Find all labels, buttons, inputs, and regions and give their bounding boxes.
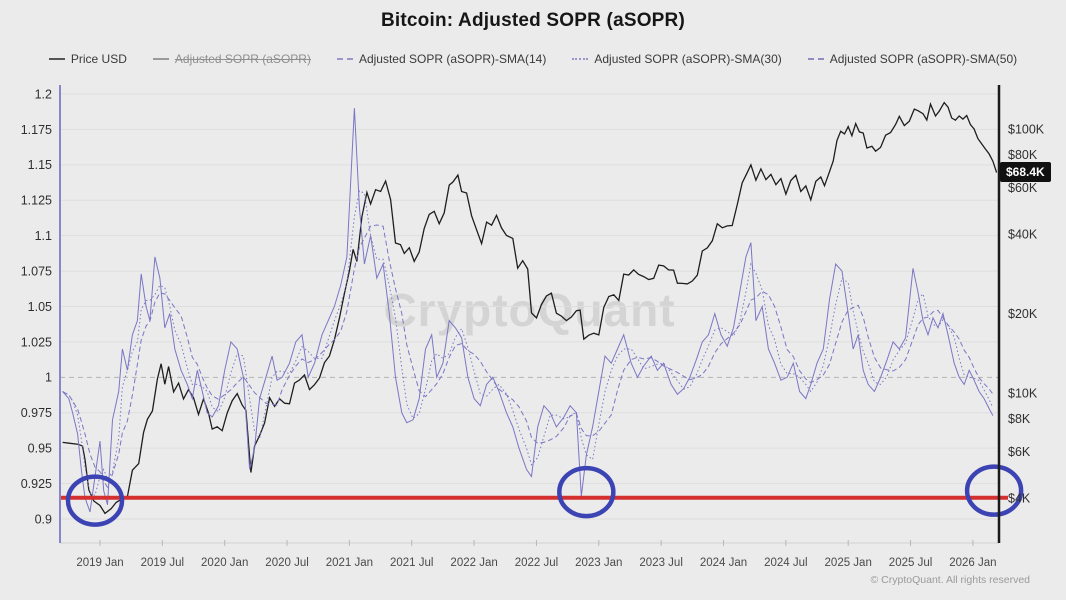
x-axis-label: 2024 Jul [764,557,807,569]
y-axis-left-label: 1.2 [35,87,52,101]
highlight-circle [557,465,616,519]
legend-item-label: Adjusted SOPR (aSOPR) [174,52,311,66]
x-axis-label: 2025 Jul [889,557,932,569]
y-axis-right-label: $4K [1008,491,1031,505]
legend-item-label: Price USD [70,52,127,66]
y-axis-left-label: 1.025 [21,335,52,349]
sma14-line [62,108,994,513]
legend-swatch-icon [572,58,589,60]
y-axis-left-label: 1.05 [28,300,52,314]
y-axis-left-label: 1.125 [21,194,52,208]
x-axis-label: 2019 Jul [141,557,184,569]
x-axis-label: 2026 Jan [949,557,996,569]
legend: Price USD Adjusted SOPR (aSOPR) Adjusted S… [0,52,1066,66]
legend-swatch-icon [48,58,65,60]
price-line [62,101,998,515]
x-axis-label: 2021 Jul [390,557,433,569]
x-axis-label: 2021 Jan [326,557,373,569]
y-axis-right-label: $10K [1008,386,1038,400]
x-axis-label: 2025 Jan [825,557,872,569]
legend-item-label: Adjusted SOPR (aSOPR)-SMA(50) [829,52,1018,66]
y-axis-left-label: 0.95 [28,442,52,456]
legend-swatch-icon [336,58,353,60]
y-axis-right-label: $40K [1008,227,1038,241]
highlight-circle [65,474,125,527]
y-axis-left-label: 1 [45,371,52,385]
y-axis-right-label: $20K [1008,307,1038,321]
x-axis-label: 2022 Jul [515,557,558,569]
legend-item-3[interactable]: Adjusted SOPR (aSOPR)-SMA(30) [572,52,782,66]
x-axis-label: 2019 Jan [76,557,123,569]
latest-price-badge: $68.4K [1000,161,1051,182]
y-axis-left-label: 1.175 [21,123,52,137]
legend-item-0[interactable]: Price USD [48,52,127,66]
x-axis-label: 2023 Jul [639,557,682,569]
y-axis-right-label: $6K [1008,445,1031,459]
x-axis-label: 2020 Jul [265,557,308,569]
highlight-circle [964,464,1024,517]
y-axis-left-label: 1.1 [35,229,52,243]
sma30-line [62,190,994,497]
legend-swatch-icon [807,58,824,60]
y-axis-right-label: $8K [1008,412,1031,426]
legend-item-label: Adjusted SOPR (aSOPR)-SMA(30) [594,52,782,66]
y-axis-left-label: 1.15 [28,158,52,172]
y-axis-left-label: 1.075 [21,264,52,278]
y-axis-left-label: 0.925 [21,477,52,491]
legend-swatch-icon [152,58,169,60]
copyright: © CryptoQuant. All rights reserved [870,574,1030,586]
x-axis-label: 2020 Jan [201,557,248,569]
chart-title: Bitcoin: Adjusted SOPR (aSOPR) [380,10,686,31]
y-axis-right-label: $60K [1008,181,1038,195]
x-axis-label: 2022 Jan [450,557,497,569]
y-axis-right-label: $100K [1008,122,1045,136]
legend-item-1[interactable]: Adjusted SOPR (aSOPR) [152,52,311,66]
legend-item-label: Adjusted SOPR (aSOPR)-SMA(14) [358,52,547,66]
legend-item-4[interactable]: Adjusted SOPR (aSOPR)-SMA(50) [807,52,1018,66]
y-axis-left-label: 0.975 [21,406,52,420]
y-axis-left-label: 0.9 [35,512,52,526]
legend-item-2[interactable]: Adjusted SOPR (aSOPR)-SMA(14) [336,52,547,66]
x-axis-label: 2023 Jan [575,557,622,569]
y-axis-right-label: $80K [1008,148,1038,162]
x-axis-label: 2024 Jan [700,557,747,569]
